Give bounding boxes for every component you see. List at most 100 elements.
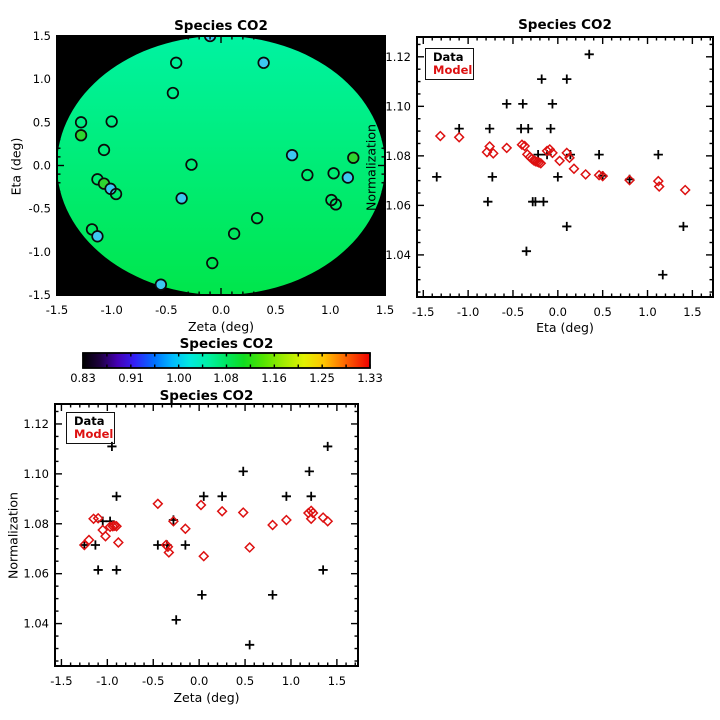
data-point-plus: [79, 540, 89, 550]
data-point-plus: [537, 74, 547, 84]
norm_vs_zeta-panel: [78, 441, 334, 650]
data-point-plus: [217, 491, 227, 501]
model-point-diamond: [163, 547, 175, 558]
x-tick-label: -1.0: [457, 305, 479, 319]
data-point-plus: [487, 172, 497, 182]
y-tick-label: 1.12: [385, 50, 411, 64]
x-tick-label: 1.5: [683, 305, 701, 319]
colorbar-tick-label: 1.33: [357, 371, 383, 385]
map-ylabel: Eta (deg): [8, 137, 24, 196]
norm-vs-zeta-xlabel: Zeta (deg): [173, 690, 240, 705]
data-point-plus: [323, 441, 333, 452]
norm-vs-eta-legend: Data Model: [425, 48, 474, 80]
x-tick-label: 0.5: [236, 674, 254, 688]
legend-entry-data: Data: [433, 50, 464, 64]
data-point-plus: [306, 491, 316, 501]
source-circle: [154, 278, 168, 291]
model-point-diamond: [167, 515, 179, 527]
data-point-plus: [658, 270, 668, 280]
y-tick-label: 1.10: [385, 99, 411, 113]
colorbar-frame: [82, 352, 371, 369]
x-tick-label: 1.5: [376, 303, 394, 317]
y-tick-label: 1.5: [33, 29, 51, 43]
model-point-diamond: [322, 515, 334, 527]
x-tick-label: -0.5: [155, 303, 177, 317]
x-tick-label: 1.0: [321, 303, 339, 317]
model-point-diamond: [111, 520, 122, 532]
data-point-plus: [197, 590, 207, 600]
data-point-plus: [562, 221, 572, 232]
legend-entry-model: Model: [433, 63, 473, 77]
y-tick-label: -1.5: [29, 288, 51, 302]
data-point-plus: [521, 246, 532, 256]
model-point-diamond: [107, 520, 119, 532]
model-point-diamond: [195, 499, 207, 511]
model-point-diamond: [597, 170, 609, 182]
model-point-diamond: [112, 537, 124, 548]
x-tick-label: -1.0: [96, 674, 118, 688]
source-circle: [175, 192, 188, 205]
model-point-diamond: [92, 512, 104, 524]
y-tick-label: 1.04: [385, 248, 411, 262]
colorbar-bar: [83, 353, 370, 368]
model-point-diamond: [216, 505, 228, 517]
model-point-diamond: [516, 139, 528, 151]
source-circle: [285, 148, 299, 162]
model-point-diamond: [653, 181, 665, 193]
legend-entry-model: Model: [74, 427, 114, 441]
plot-frame: [416, 36, 714, 298]
x-tick-label: 0.5: [594, 305, 612, 319]
model-point-diamond: [244, 542, 256, 553]
y-tick-label: 1.10: [23, 467, 49, 481]
model-point-diamond: [88, 513, 100, 525]
data-point-plus: [199, 491, 209, 501]
model-point-diamond: [519, 140, 531, 152]
data-point-plus: [432, 172, 442, 182]
model-point-diamond: [484, 140, 496, 152]
model-point-diamond: [624, 174, 636, 186]
y-tick-label: 1.06: [385, 198, 411, 212]
norm-vs-eta-title: Species CO2: [518, 17, 612, 33]
data-point-plus: [530, 197, 540, 207]
model-point-diamond: [535, 157, 547, 169]
model-point-diamond: [487, 147, 499, 159]
data-point-plus: [538, 197, 549, 207]
source-circle: [301, 168, 314, 182]
source-circle: [91, 230, 104, 243]
x-tick-label: 1.5: [328, 674, 346, 688]
x-tick-label: -0.5: [142, 674, 164, 688]
data-point-plus: [502, 99, 512, 109]
data-point-plus: [518, 99, 528, 109]
data-point-plus: [454, 124, 464, 134]
y-tick-label: 1.12: [23, 417, 49, 431]
x-tick-label: -1.5: [412, 305, 434, 319]
data-point-plus: [93, 565, 103, 575]
plot-frame: [54, 403, 359, 667]
model-point-diamond: [198, 550, 210, 562]
colorbar-tick-label: 1.16: [261, 371, 287, 385]
norm-vs-eta-ylabel: Normalization: [363, 124, 379, 211]
source-circle: [97, 143, 111, 157]
y-tick-label: 0.5: [33, 115, 51, 129]
model-point-diamond: [83, 534, 95, 546]
model-point-diamond: [568, 163, 580, 175]
map-panel: [57, 36, 385, 295]
data-point-plus: [584, 49, 594, 59]
map-xlabel: Zeta (deg): [187, 319, 255, 334]
source-circle: [170, 56, 183, 69]
y-tick-label: -0.5: [29, 202, 51, 216]
x-tick-label: 1.0: [282, 674, 300, 688]
data-point-plus: [318, 565, 328, 575]
x-tick-label: 0.5: [267, 303, 285, 317]
x-tick-label: 0.0: [549, 305, 567, 319]
field-disk: [57, 36, 385, 295]
source-circle: [347, 151, 360, 164]
norm-vs-zeta-ylabel: Normalization: [5, 492, 21, 579]
data-point-plus: [678, 221, 688, 232]
x-tick-label: 0.0: [212, 303, 230, 317]
y-tick-label: 1.06: [23, 567, 49, 581]
data-point-plus: [111, 491, 122, 501]
model-point-diamond: [580, 168, 592, 180]
